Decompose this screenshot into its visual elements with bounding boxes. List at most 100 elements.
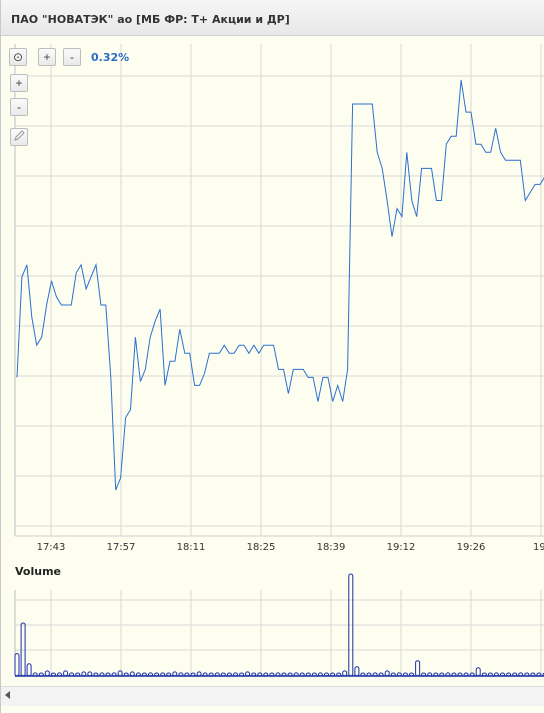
volume-bar bbox=[32, 672, 38, 677]
price-volume-chart[interactable]: 17:43 17:57 18:11 18:25 18:39 19:12 19:26 19: bbox=[1, 36, 544, 686]
pencil-icon bbox=[14, 130, 25, 141]
volume-bar bbox=[336, 672, 342, 677]
zoom-out-button[interactable]: - bbox=[63, 48, 81, 66]
volume-bar bbox=[69, 672, 75, 677]
volume-bar bbox=[487, 672, 493, 677]
volume-bar bbox=[154, 672, 160, 677]
volume-bar bbox=[160, 672, 166, 677]
volume-bar bbox=[281, 672, 287, 677]
scroll-left-icon[interactable] bbox=[5, 691, 10, 699]
volume-bar bbox=[239, 672, 245, 677]
volume-bar bbox=[50, 672, 56, 677]
volume-bar bbox=[500, 672, 505, 677]
grid bbox=[14, 44, 544, 536]
reset-zoom-button[interactable]: ⊙ bbox=[9, 48, 27, 66]
volume-bar bbox=[38, 672, 44, 677]
volume-bar bbox=[44, 670, 50, 677]
volume-bar bbox=[299, 672, 305, 677]
x-axis: 17:43 17:57 18:11 18:25 18:39 19:12 19:26 19: bbox=[15, 535, 544, 553]
volume-bar bbox=[524, 672, 530, 677]
volume-bar bbox=[530, 672, 536, 677]
volume-bar bbox=[20, 622, 26, 677]
volume-bar bbox=[26, 663, 32, 677]
x-tick-label: 18:11 bbox=[177, 542, 206, 553]
horizontal-scrollbar[interactable] bbox=[1, 686, 544, 706]
side-zoom-out-button[interactable]: - bbox=[10, 98, 28, 116]
volume-bar bbox=[233, 672, 238, 677]
volume-bar bbox=[317, 672, 323, 677]
volume-bar bbox=[311, 672, 317, 677]
volume-bar bbox=[220, 672, 226, 677]
volume-bar bbox=[111, 672, 117, 677]
volume-bar bbox=[226, 672, 232, 677]
volume-bar bbox=[93, 672, 99, 677]
volume-bar bbox=[129, 671, 135, 677]
volume-bar bbox=[348, 573, 354, 677]
volume-bar bbox=[263, 672, 269, 677]
volume-bar bbox=[305, 672, 311, 677]
volume-bar bbox=[512, 672, 518, 677]
volume-bar bbox=[457, 672, 463, 677]
volume-bar bbox=[493, 672, 499, 677]
volume-bar bbox=[251, 672, 257, 677]
volume-bar bbox=[166, 672, 172, 677]
volume-bar bbox=[87, 671, 93, 677]
volume-bar bbox=[415, 660, 421, 677]
change-percent: 0.32% bbox=[91, 51, 130, 64]
x-tick-label: 17:43 bbox=[37, 542, 66, 553]
volume-bar bbox=[135, 672, 141, 677]
volume-bar bbox=[99, 672, 105, 677]
draw-tool-button[interactable] bbox=[10, 128, 28, 146]
volume-bar bbox=[172, 671, 178, 677]
volume-bar bbox=[275, 672, 281, 677]
volume-bar bbox=[184, 672, 190, 677]
volume-bar bbox=[269, 672, 275, 677]
volume-bar bbox=[202, 672, 208, 677]
volume-bar bbox=[293, 672, 299, 677]
x-tick-label: 17:57 bbox=[107, 542, 136, 553]
volume-bar bbox=[214, 672, 220, 677]
title-bar: ПАО "НОВАТЭК" ао [МБ ФР: Т+ Акции и ДР] bbox=[1, 0, 544, 36]
volume-bar bbox=[141, 672, 147, 677]
x-tick-label: 19: bbox=[533, 542, 544, 553]
volume-bar bbox=[475, 667, 481, 677]
volume-bar bbox=[481, 672, 487, 677]
volume-bar bbox=[542, 672, 544, 677]
volume-bar bbox=[257, 672, 263, 677]
x-tick-label: 18:39 bbox=[317, 542, 346, 553]
volume-bar bbox=[354, 666, 360, 677]
volume-bar bbox=[469, 672, 475, 677]
volume-bar bbox=[409, 672, 414, 677]
volume-bar bbox=[148, 672, 153, 677]
x-tick-label: 19:12 bbox=[387, 542, 416, 553]
volume-bar bbox=[324, 672, 329, 677]
volume-bar bbox=[75, 672, 81, 677]
volume-bar bbox=[342, 670, 348, 677]
volume-bar bbox=[208, 672, 214, 677]
volume-bar bbox=[81, 671, 87, 677]
volume-bar bbox=[439, 672, 445, 677]
volume-bar bbox=[330, 672, 336, 677]
side-zoom-in-button[interactable]: + bbox=[10, 74, 28, 92]
volume-bar bbox=[451, 672, 457, 677]
volume-grid bbox=[14, 590, 544, 676]
volume-bar bbox=[178, 672, 184, 677]
zoom-in-button[interactable]: + bbox=[38, 48, 56, 66]
volume-label: Volume bbox=[15, 565, 61, 578]
x-tick-label: 19:26 bbox=[457, 542, 486, 553]
price-line bbox=[16, 79, 544, 491]
volume-bar bbox=[57, 672, 62, 677]
price-series bbox=[16, 79, 544, 491]
volume-bar bbox=[287, 672, 293, 677]
volume-bar bbox=[123, 672, 129, 677]
volume-bar bbox=[63, 670, 69, 677]
x-tick-label: 18:25 bbox=[247, 542, 276, 553]
volume-bar bbox=[402, 672, 408, 677]
volume-bar bbox=[105, 672, 111, 677]
volume-bar bbox=[506, 672, 512, 677]
volume-bar bbox=[427, 672, 433, 677]
volume-bar bbox=[445, 672, 451, 677]
volume-bar bbox=[518, 672, 524, 677]
volume-bar bbox=[196, 671, 202, 677]
